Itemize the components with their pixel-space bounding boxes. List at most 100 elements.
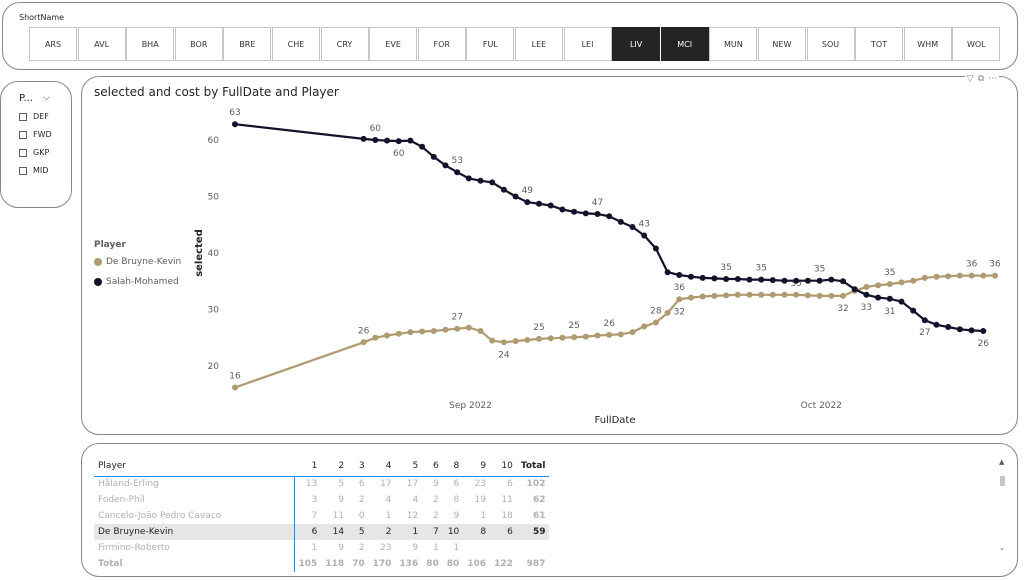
legend-item-debruyne[interactable]: De Bruyne-Kevin	[94, 257, 181, 267]
team-button-lee[interactable]: LEE	[514, 27, 563, 61]
value-cell: 11	[501, 495, 513, 505]
data-point	[945, 324, 952, 330]
table-row[interactable]: Cancelo-João Pedro Cavaco 7 11 0 1 12 2 9 1 18 61	[94, 508, 549, 524]
value-cell: 9	[338, 543, 345, 553]
data-point	[571, 208, 578, 215]
data-point	[816, 277, 823, 284]
line-chart-visual: ▽ ⧉ ⋯ selected and cost by FullDate and …	[81, 74, 1018, 435]
team-button-ful[interactable]: FUL	[466, 27, 515, 61]
column-total-cell: 118	[325, 559, 345, 569]
column-header[interactable]: 2	[321, 456, 349, 477]
position-option-mid[interactable]: MID	[19, 166, 48, 175]
data-point	[840, 278, 846, 285]
focus-mode-icon[interactable]: ⧉	[977, 74, 984, 84]
data-label: 53	[451, 156, 462, 166]
player-name-cell: Foden-Phil	[98, 495, 145, 505]
value-cell: 1	[433, 543, 439, 553]
team-button-lei[interactable]: LEI	[563, 27, 612, 61]
data-point	[886, 295, 893, 302]
team-button-cry[interactable]: CRY	[320, 27, 369, 61]
team-button-wol[interactable]: WOL	[952, 27, 1001, 61]
team-button-whm[interactable]: WHM	[903, 27, 952, 61]
value-cell: 14	[321, 524, 349, 540]
legend-item-salah[interactable]: Salah-Mohamed	[94, 277, 179, 287]
data-point	[232, 384, 238, 391]
visual-header-icons: ▽ ⧉ ⋯	[964, 74, 999, 84]
data-point	[465, 175, 472, 182]
column-header[interactable]: 5	[395, 456, 423, 477]
column-header[interactable]: 9	[463, 456, 491, 477]
data-label: 26	[358, 326, 370, 336]
scroll-thumb[interactable]	[1000, 476, 1005, 486]
table-row[interactable]: De Bruyne-Kevin 6 14 5 2 1 7 10 8 6 59	[94, 524, 550, 540]
table-row[interactable]: Firmino-Roberto 1 9 2 23 9 1 1	[94, 540, 549, 556]
data-point	[840, 292, 846, 299]
position-option-gkp[interactable]: GKP	[19, 148, 49, 157]
column-header[interactable]: 8	[442, 456, 464, 477]
team-button-liv[interactable]: LIV	[612, 27, 661, 61]
value-cell: 7	[422, 524, 443, 540]
checkbox[interactable]	[19, 166, 27, 175]
column-total-cell: 106	[467, 559, 487, 569]
scroll-down-icon[interactable]: ⌄	[999, 544, 1005, 552]
column-header[interactable]: 10	[490, 456, 517, 477]
position-option-def[interactable]: DEF	[19, 112, 49, 121]
column-header[interactable]: Player	[94, 456, 294, 477]
vertical-scrollbar[interactable]: ▲ ⌄	[999, 458, 1007, 554]
checkbox[interactable]	[19, 148, 27, 157]
data-label: 36	[674, 283, 686, 293]
data-point	[769, 291, 776, 298]
column-total-cell: 136	[399, 559, 419, 569]
legend-dot	[94, 258, 102, 266]
data-point	[711, 292, 718, 299]
value-cell: 6	[293, 524, 322, 540]
team-button-bha[interactable]: BHA	[126, 27, 175, 61]
team-button-tot[interactable]: TOT	[855, 27, 904, 61]
checkbox[interactable]	[19, 130, 27, 139]
value-cell: 12	[406, 511, 419, 521]
data-point	[886, 281, 893, 288]
team-button-che[interactable]: CHE	[271, 27, 320, 61]
team-button-mun[interactable]: MUN	[709, 27, 758, 61]
data-label: 27	[451, 313, 462, 323]
team-button-avl[interactable]: AVL	[77, 27, 126, 61]
position-option-fwd[interactable]: FWD	[19, 130, 52, 139]
column-header[interactable]: 3	[348, 456, 369, 477]
value-cell: 9	[412, 543, 419, 553]
team-button-new[interactable]: NEW	[757, 27, 806, 61]
data-label: 26	[603, 319, 615, 329]
data-label: 60	[370, 124, 382, 134]
column-header[interactable]: Total	[516, 456, 550, 477]
chevron-down-icon[interactable]: ⌵	[43, 93, 50, 103]
value-cell	[490, 540, 517, 556]
data-point	[734, 291, 741, 298]
column-header[interactable]: 6	[422, 456, 443, 477]
column-header[interactable]: 1	[294, 456, 322, 477]
table-row[interactable]: Foden-Phil 3 9 2 4 4 2 8 19 11 62	[94, 492, 549, 508]
data-point	[372, 137, 379, 143]
value-cell: 17	[379, 479, 392, 490]
table-row[interactable]: Håland-Erling 13 5 6 17 17 9 6 23 6 102	[94, 476, 549, 492]
position-option-label: FWD	[33, 130, 52, 139]
more-options-icon[interactable]: ⋯	[988, 74, 997, 84]
team-button-sou[interactable]: SOU	[806, 27, 855, 61]
data-point	[851, 286, 858, 293]
value-cell: 9	[338, 495, 345, 505]
totals-label: Total	[98, 559, 123, 569]
column-header[interactable]: 4	[368, 456, 396, 477]
team-button-bor[interactable]: BOR	[174, 27, 223, 61]
checkbox[interactable]	[19, 112, 27, 121]
team-button-for[interactable]: FOR	[417, 27, 466, 61]
data-point	[629, 329, 636, 336]
data-label: 27	[919, 328, 930, 338]
x-axis-title: FullDate	[594, 415, 635, 426]
team-button-ars[interactable]: ARS	[29, 27, 77, 61]
team-button-eve[interactable]: EVE	[369, 27, 418, 61]
filter-icon[interactable]: ▽	[966, 74, 974, 84]
team-button-bre[interactable]: BRE	[223, 27, 272, 61]
value-cell: 10	[442, 524, 464, 540]
team-button-mci[interactable]: MCI	[660, 27, 709, 61]
scroll-up-icon[interactable]: ▲	[999, 458, 1005, 466]
column-total-cell: 105	[293, 556, 322, 572]
data-point	[629, 224, 636, 230]
